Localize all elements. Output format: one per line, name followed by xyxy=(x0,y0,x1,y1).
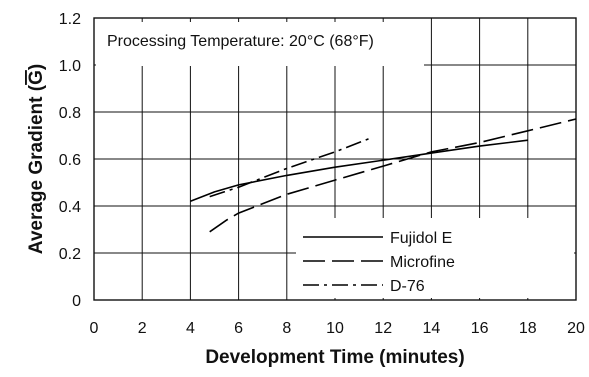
x-tick-label: 16 xyxy=(471,320,489,337)
y-tick-label: 0.8 xyxy=(59,105,81,122)
x-tick-label: 20 xyxy=(567,320,585,337)
x-tick-label: 18 xyxy=(519,320,537,337)
y-tick-labels: 0 0.2 0.4 0.6 0.8 1.0 1.2 xyxy=(59,11,81,310)
series-lines xyxy=(190,118,577,233)
legend-label: Microfine xyxy=(390,254,455,271)
y-tick-label: 0.6 xyxy=(59,152,81,169)
y-axis-title-main: Average Gradient ( xyxy=(26,84,47,254)
x-tick-labels: 0 2 4 6 8 10 12 14 16 18 20 xyxy=(90,320,585,337)
x-tick-label: 8 xyxy=(282,320,291,337)
y-tick-label: 0.2 xyxy=(59,246,81,263)
y-tick-label: 0.4 xyxy=(59,199,81,216)
legend: Fujidol E Microfine D-76 xyxy=(296,218,574,298)
y-axis-title: Average Gradient (G) xyxy=(26,64,47,254)
series-line-fujidol-e xyxy=(190,139,528,203)
series-line-d-76 xyxy=(209,137,372,198)
y-tick-label: 1.2 xyxy=(59,11,81,28)
x-tick-label: 4 xyxy=(186,320,195,337)
x-tick-label: 2 xyxy=(138,320,147,337)
x-axis-title: Development Time (minutes) xyxy=(205,347,464,368)
y-axis-title-close: ) xyxy=(26,64,47,70)
annotation-box xyxy=(96,22,424,66)
x-tick-label: 0 xyxy=(90,320,99,337)
y-tick-label: 1.0 xyxy=(59,58,81,75)
legend-label: D-76 xyxy=(390,278,425,295)
x-tick-label: 14 xyxy=(423,320,441,337)
y-axis-title-symbol: G xyxy=(26,70,47,85)
x-tick-label: 6 xyxy=(234,320,243,337)
annotation-text: Processing Temperature: 20°C (68°F) xyxy=(107,33,374,50)
legend-label: Fujidol E xyxy=(390,230,452,247)
x-tick-label: 10 xyxy=(326,320,344,337)
x-tick-label: 12 xyxy=(374,320,392,337)
y-tick-label: 0 xyxy=(72,293,81,310)
series-line-microfine xyxy=(209,118,577,233)
